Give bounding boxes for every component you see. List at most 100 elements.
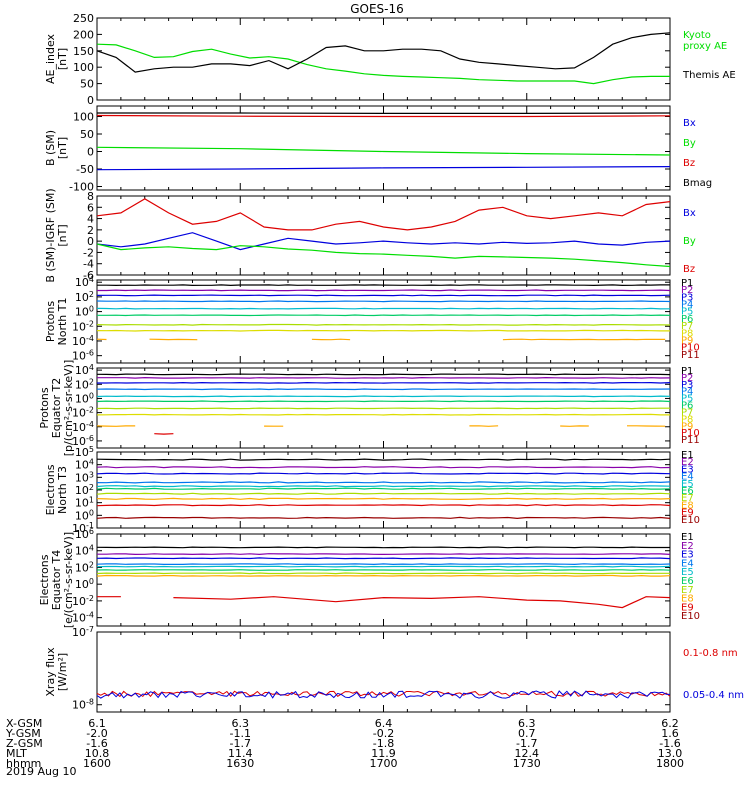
y-tick-label: 106 [75, 527, 94, 541]
y-tick-label: 104 [75, 363, 94, 377]
panel-frame [96, 451, 671, 529]
level-line-p5 [96, 307, 671, 310]
legend-p6: P6 [681, 314, 693, 325]
level-line-p4 [96, 300, 671, 303]
level-line-p7 [96, 323, 671, 326]
y-tick-label: 100 [73, 61, 94, 74]
legend-p10: P10 [681, 428, 700, 439]
legend-p6: P6 [681, 401, 693, 412]
y-tick-label: -4 [83, 258, 94, 271]
legend-p8: P8 [681, 328, 693, 339]
y-tick-label: 10-2 [72, 594, 94, 608]
footer-value: 6.1 [88, 717, 106, 730]
y-tick-label: 100 [73, 111, 94, 124]
legend-p4: P4 [681, 300, 693, 311]
panel-frame [96, 279, 671, 364]
legend-p7: P7 [681, 321, 693, 332]
y-axis-label: ElectronsEquator T4[e/(cm²-s-sr-keV)] [38, 532, 75, 628]
footer-row-label: X-GSM [6, 717, 42, 730]
level-line-e6 [96, 569, 671, 571]
footer-value: 10.8 [85, 747, 110, 760]
level-line-e7 [96, 572, 670, 575]
y-tick-label: 50 [80, 78, 94, 91]
series-line-kyoto-proxy-ae [96, 43, 670, 85]
legend-p5: P5 [681, 307, 693, 318]
series-line-by [96, 243, 671, 268]
footer-row-label: MLT [6, 747, 27, 760]
footer-value: 1700 [370, 757, 398, 770]
level-line-e4 [96, 481, 671, 484]
y-tick-label: 102 [75, 560, 94, 574]
y-tick-label: -100 [69, 181, 94, 194]
y-axis-label: ProtonsEquator T2[p/(cm²-s-sr-keV)] [38, 360, 75, 457]
level-line-e8 [96, 574, 671, 577]
footer-value: 6.3 [232, 717, 250, 730]
footer-value: 12.4 [515, 747, 540, 760]
legend-e9: E9 [681, 602, 694, 613]
legend-e8: E8 [681, 594, 694, 605]
legend-e3: E3 [681, 464, 694, 475]
level-line-e3 [96, 472, 671, 475]
footer-value: -1.6 [659, 737, 680, 750]
legend-e2: E2 [681, 541, 694, 552]
level-line-p6 [97, 314, 671, 317]
y-tick-label: 2 [87, 224, 94, 237]
legend-p10: P10 [681, 343, 700, 354]
panel-frame [96, 17, 671, 101]
legend-entry: 0.1-0.8 nm [683, 648, 738, 659]
y-tick-label: 100 [75, 305, 94, 319]
level-line-e9 [97, 596, 671, 609]
footer-value: 11.9 [371, 747, 396, 760]
level-line-p8 [96, 329, 670, 332]
plot-title: GOES-16 [350, 2, 404, 16]
y-axis-label: ProtonsNorth T1 [44, 298, 69, 346]
legend-entry: Bz [683, 158, 695, 169]
date-label: 2019 Aug 10 [6, 765, 76, 778]
legend-p3: P3 [681, 292, 693, 303]
legend-e10: E10 [681, 611, 700, 622]
legend-e8: E8 [681, 500, 694, 511]
y-axis-label: AE_index[nT] [44, 33, 69, 84]
legend-p5: P5 [681, 394, 693, 405]
y-axis-label: B (SM)-IGRF (SM)[nT] [44, 188, 69, 282]
level-line-e1 [96, 458, 671, 461]
footer-value: -1.7 [516, 737, 537, 750]
series-line-bz [96, 198, 671, 231]
footer-value: 1630 [226, 757, 254, 770]
level-line-e5 [96, 485, 671, 488]
level-line-p1 [97, 284, 670, 287]
series-line-bx [96, 166, 671, 171]
legend-e5: E5 [681, 479, 694, 490]
y-tick-label: 250 [73, 12, 94, 25]
level-line-e6 [96, 487, 671, 490]
legend-e4: E4 [681, 472, 694, 483]
footer-ephemeris: X-GSM 6.1 6.3 6.4 6.3 6.2 Y-GSM -2.0 -1.1 -0.2 0.7… [5, 717, 684, 770]
legend-p1: P1 [681, 366, 693, 377]
footer-value: 0.7 [518, 727, 536, 740]
footer-value: 6.4 [375, 717, 393, 730]
legend-p1: P1 [681, 278, 693, 289]
legend-p7: P7 [681, 407, 693, 418]
y-tick-label: 10-2 [72, 319, 94, 333]
legend-p9: P9 [681, 335, 693, 346]
level-line-e2 [97, 553, 671, 556]
footer-row-label: hhmm [6, 757, 41, 770]
y-tick-label: 8 [87, 190, 94, 203]
legend-p3: P3 [681, 380, 693, 391]
legend-entry: proxy AE [683, 41, 727, 52]
legend-e6: E6 [681, 576, 694, 587]
y-axis-label: Xray flux[W/m²] [44, 647, 69, 697]
legend-e9: E9 [681, 508, 694, 519]
legend-e5: E5 [681, 567, 694, 578]
y-tick-label: 10-4 [72, 334, 94, 348]
series-line-themis-ae [96, 32, 671, 73]
legend-entry: By [683, 138, 696, 149]
legend-e3: E3 [681, 550, 694, 561]
level-line-p8 [96, 413, 670, 416]
y-tick-label: 10-7 [72, 625, 94, 639]
panel-b_sm: -100 -50 0 50 100 B (SM)[nT] Bx By Bz Bmag [44, 105, 712, 194]
y-tick-label: 200 [73, 28, 94, 41]
series-line-by [96, 146, 671, 156]
